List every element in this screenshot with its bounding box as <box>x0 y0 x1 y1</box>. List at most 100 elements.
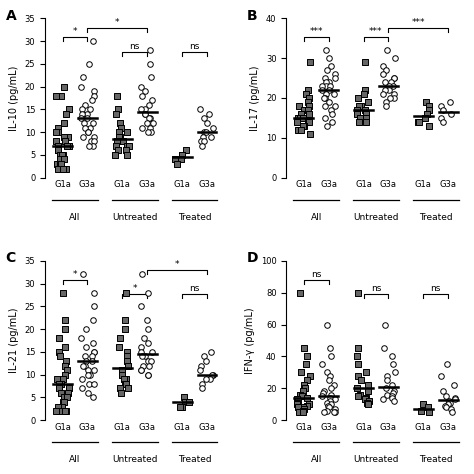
Point <box>380 62 387 70</box>
Point <box>205 110 213 118</box>
Point <box>61 371 69 378</box>
Point <box>379 70 387 78</box>
Y-axis label: IL-17 (pg/mL): IL-17 (pg/mL) <box>250 65 260 131</box>
Point <box>60 119 68 127</box>
Point <box>90 316 97 324</box>
Point <box>141 110 148 118</box>
Text: ***: *** <box>369 27 383 36</box>
Point <box>178 151 186 159</box>
Point <box>79 271 87 278</box>
Point <box>199 142 206 149</box>
Point <box>137 83 145 91</box>
Point <box>58 165 66 173</box>
Point <box>54 160 61 168</box>
Point <box>176 403 183 410</box>
Point <box>145 339 152 346</box>
Point <box>53 128 60 136</box>
Point <box>362 369 370 376</box>
Point <box>62 407 69 415</box>
Point <box>357 376 365 384</box>
Point <box>90 348 98 356</box>
Point <box>84 366 92 374</box>
Point <box>301 345 308 352</box>
Point <box>383 46 391 54</box>
Text: *: * <box>73 270 77 279</box>
Point <box>355 118 363 126</box>
Point <box>322 46 330 54</box>
Point <box>123 348 130 356</box>
Point <box>116 133 123 140</box>
Point <box>325 86 332 94</box>
Point <box>326 404 333 411</box>
Point <box>90 92 98 100</box>
Point <box>81 353 88 360</box>
Point <box>83 110 91 118</box>
Point <box>323 321 331 328</box>
Point <box>119 137 127 145</box>
Point <box>303 353 310 360</box>
Point <box>296 114 304 122</box>
Point <box>304 106 312 114</box>
Point <box>325 98 332 106</box>
Point <box>442 402 449 410</box>
Point <box>302 361 310 368</box>
Point <box>414 118 421 126</box>
Point <box>60 155 68 163</box>
Point <box>362 396 369 403</box>
Point <box>86 106 94 113</box>
Point <box>300 407 307 414</box>
Point <box>363 399 371 406</box>
Point <box>206 375 213 383</box>
Point <box>140 335 148 342</box>
Point <box>78 375 86 383</box>
Point <box>319 361 326 368</box>
Point <box>54 128 62 136</box>
Point <box>440 118 447 126</box>
Point <box>201 115 208 122</box>
Point <box>89 357 96 365</box>
Text: Treated: Treated <box>178 455 211 464</box>
Point <box>56 155 64 163</box>
Point <box>446 397 453 405</box>
Point <box>117 335 124 342</box>
Point <box>90 137 97 145</box>
Point <box>379 396 387 403</box>
Point <box>390 90 398 98</box>
Point <box>294 404 302 411</box>
Point <box>86 124 93 131</box>
Point <box>300 122 308 129</box>
Point <box>85 380 93 388</box>
Point <box>182 398 189 406</box>
Point <box>60 83 68 91</box>
Point <box>56 160 64 168</box>
Point <box>121 325 129 333</box>
Point <box>118 366 126 374</box>
Point <box>438 114 445 122</box>
Point <box>61 325 68 333</box>
Point <box>305 118 312 126</box>
Point <box>447 399 454 406</box>
Point <box>425 102 433 109</box>
Point <box>318 392 326 400</box>
Point <box>79 362 87 369</box>
Point <box>65 106 73 113</box>
Point <box>61 393 68 401</box>
Point <box>145 362 153 369</box>
Point <box>207 348 215 356</box>
Point <box>200 128 207 136</box>
Point <box>146 60 154 68</box>
Point <box>319 389 327 397</box>
Point <box>84 371 92 378</box>
Point <box>91 380 98 388</box>
Point <box>380 345 388 352</box>
Point <box>125 142 133 149</box>
Point <box>60 133 68 140</box>
Point <box>148 348 155 356</box>
Point <box>298 126 305 134</box>
Point <box>424 404 432 411</box>
Point <box>363 118 370 126</box>
Point <box>365 98 372 106</box>
Text: Treated: Treated <box>178 213 211 222</box>
Y-axis label: IL-10 (pg/mL): IL-10 (pg/mL) <box>9 65 19 131</box>
Point <box>200 133 207 140</box>
